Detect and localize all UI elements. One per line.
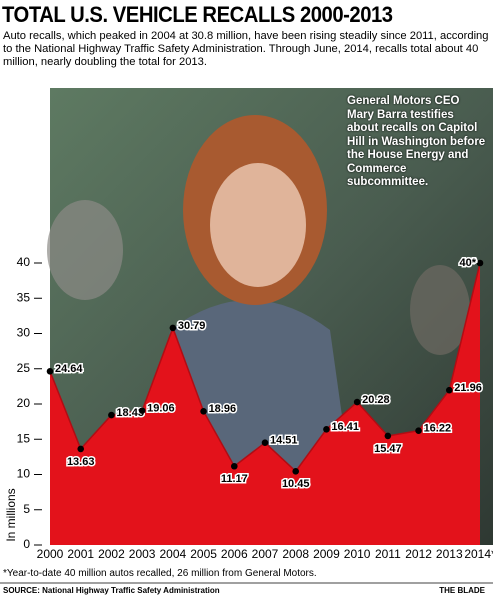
y-tick-label: 25	[17, 361, 31, 375]
y-tick-label: 10	[17, 467, 31, 481]
value-label: 15.47	[374, 443, 402, 455]
point	[77, 445, 85, 453]
x-tick-label: 2012	[405, 547, 432, 561]
y-axis-label: In millions	[4, 488, 18, 541]
value-label: 24.64	[55, 363, 83, 375]
photo-caption: General Motors CEO Mary Barra testifies …	[347, 95, 486, 188]
y-tick-label: 20	[17, 396, 31, 410]
value-label: 14.51	[270, 435, 298, 447]
chart-subtitle: Auto recalls, which peaked in 2004 at 30…	[3, 30, 489, 68]
point	[445, 386, 453, 394]
x-tick-label: 2008	[282, 547, 309, 561]
value-label: 30.79	[178, 320, 206, 332]
x-tick-label: 2007	[252, 547, 279, 561]
point	[292, 468, 300, 475]
x-tick-label: 2004	[160, 547, 187, 561]
credit: THE BLADE	[439, 586, 485, 595]
x-tick-label: 2006	[221, 547, 248, 561]
point	[138, 407, 146, 414]
point	[200, 408, 207, 415]
point	[169, 324, 177, 332]
point	[353, 398, 361, 406]
source: SOURCE: National Highway Traffic Safety …	[3, 586, 220, 595]
x-tick-label: 2011	[375, 547, 401, 561]
y-tick-label: 30	[17, 326, 31, 340]
point	[46, 367, 54, 375]
point	[476, 259, 484, 267]
x-tick-label: 2000	[37, 547, 64, 561]
y-tick-label: 15	[17, 431, 31, 445]
point	[108, 411, 115, 419]
value-label: 16.41	[331, 421, 359, 433]
point	[230, 462, 238, 470]
x-tick-label: 2003	[129, 547, 156, 561]
x-tick-label: 2010	[344, 547, 371, 561]
value-label: 40*	[459, 257, 476, 269]
x-tick-label: 2009	[313, 547, 340, 561]
point	[323, 426, 330, 433]
value-label: 13.63	[67, 456, 95, 468]
area	[50, 263, 480, 545]
y-tick-label: 40	[17, 255, 31, 269]
value-label: 11.17	[221, 473, 248, 485]
x-tick-label: 2002	[98, 547, 125, 561]
footnote: *Year-to-date 40 million autos recalled,…	[3, 568, 317, 579]
x-tick-label: 2001	[67, 547, 94, 561]
value-label: 18.43	[116, 407, 144, 419]
y-tick-label: 5	[23, 502, 30, 516]
x-tick-label: 2014*	[464, 547, 493, 561]
value-label: 19.06	[147, 403, 175, 415]
point	[415, 427, 422, 434]
y-tick-label: 0	[23, 537, 30, 551]
x-tick-label: 2013	[436, 547, 463, 561]
value-label: 21.96	[454, 382, 482, 394]
point	[384, 432, 392, 440]
x-tick-label: 2005	[190, 547, 217, 561]
y-tick-label: 35	[17, 290, 31, 304]
value-label: 16.22	[424, 423, 452, 435]
value-label: 20.28	[362, 394, 390, 406]
chart-title: TOTAL U.S. VEHICLE RECALLS 2000-2013	[2, 2, 393, 27]
point	[261, 439, 269, 447]
value-label: 18.96	[209, 403, 237, 415]
value-label: 10.45	[282, 478, 310, 490]
